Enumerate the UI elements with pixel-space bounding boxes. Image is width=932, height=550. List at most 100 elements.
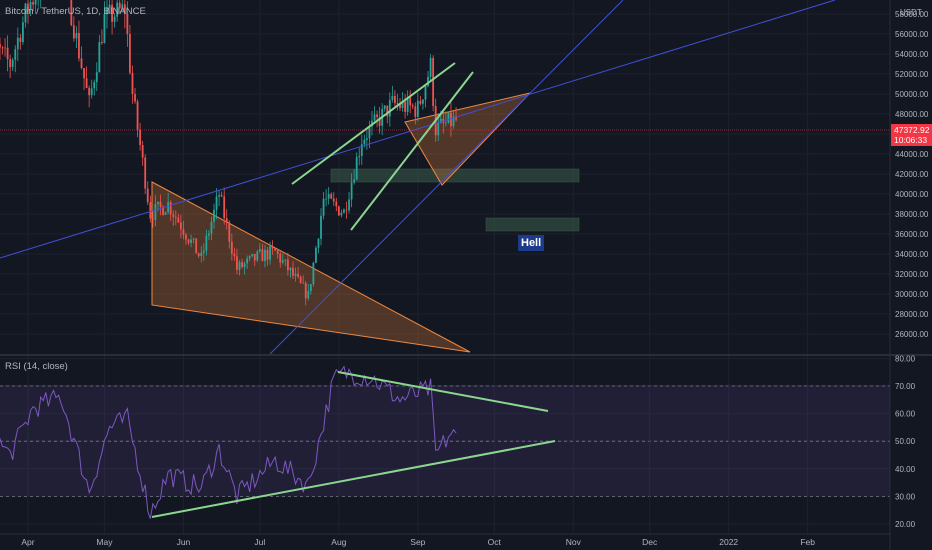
price-axis: 58000.00 56000.00 54000.00 52000.00 50000.00… [895,10,929,339]
candle-body [151,218,154,220]
candle-body [85,78,88,88]
candle-body [154,203,157,220]
candle-body [455,116,457,120]
candle-body [215,196,218,210]
candle-body [90,88,93,96]
candlestick-series [0,0,457,306]
chart-title: Bitcoin / TetherUS, 1D, BINANCE [5,6,146,17]
candle-body [427,76,429,87]
price-tick-label: 48000.00 [895,110,929,119]
candle-body [388,100,391,117]
price-tick-label: 28000.00 [895,310,929,319]
candle-body [134,94,136,102]
candle-body [1,47,4,49]
candle-body [271,246,274,249]
candle-body [437,122,440,136]
rsi-band-fill [0,385,890,496]
candle-body [348,199,350,211]
candle-body [98,42,101,73]
price-tick-label: 50000.00 [895,90,929,99]
candle-body [187,239,190,243]
candle-body [307,291,310,299]
time-tick-label: Jul [254,537,265,547]
candle-body [432,57,435,106]
candle-body [202,250,205,253]
candle-body [106,7,108,15]
candle-body [238,262,241,270]
candle-body [422,99,424,104]
long-trendline [0,0,836,259]
candle-body [332,198,335,202]
candle-body [136,101,139,130]
candle-body [197,253,200,257]
rsi-resistance-line [337,371,549,412]
price-tick-label: 26000.00 [895,330,929,339]
candle-body [16,37,19,50]
channel-lower [350,71,474,231]
time-tick-label: Dec [642,537,658,547]
candle-body [363,139,366,145]
price-tick-label: 54000.00 [895,50,929,59]
candle-body [386,105,389,117]
price-tick-label: 30000.00 [895,290,929,299]
rsi-tick-label: 50.00 [895,437,916,446]
candle-body [286,259,289,271]
candle-body [350,182,353,200]
candle-body [146,188,149,203]
candle-body [78,32,80,59]
time-tick-label: 2022 [719,537,738,547]
rsi-support-line [151,440,556,518]
candle-body [261,249,264,262]
time-tick-label: May [96,537,113,547]
candle-body [276,250,279,254]
candle-body [337,206,340,216]
candle-body [396,103,399,105]
rsi-tick-label: 30.00 [895,492,916,501]
candle-body [113,16,116,22]
candle-body [241,262,243,268]
candle-body [19,37,22,43]
candle-body [95,72,98,83]
candle-body [243,263,246,268]
hell-annotation[interactable]: Hell [518,235,545,251]
candle-body [34,0,37,5]
candle-body [223,196,226,219]
price-tick-label: 58000.00 [895,10,929,19]
candle-body [284,259,287,261]
price-tick-label: 36000.00 [895,230,929,239]
rsi-series [0,365,556,519]
candle-body [411,105,414,107]
candle-body [159,201,162,207]
candle-body [24,3,27,23]
candle-body [258,249,261,252]
candle-body [11,59,14,68]
candle-body [108,4,111,8]
rsi-line [0,365,457,519]
candle-body [200,252,203,257]
price-tick-label: 44000.00 [895,150,929,159]
candle-body [116,2,119,17]
candle-body [378,116,381,126]
candle-body [218,195,220,197]
candle-body [0,43,1,48]
candle-body [256,251,259,261]
currency-label: USDT [900,8,922,17]
candle-body [269,246,271,260]
candle-body [335,201,338,207]
candle-body [123,4,126,14]
candle-body [424,86,427,100]
candle-body [439,118,442,123]
candle-body [177,217,180,223]
candle-body [376,114,378,117]
candle-body [317,238,320,248]
last-price-value: 47372.92 [894,125,930,135]
candle-body [274,248,277,251]
candle-body [32,1,34,5]
candle-body [365,138,368,140]
candle-body [14,49,17,60]
candle-body [414,106,417,117]
candle-body [80,58,83,69]
candle-body [129,34,131,73]
candle-body [192,238,195,240]
